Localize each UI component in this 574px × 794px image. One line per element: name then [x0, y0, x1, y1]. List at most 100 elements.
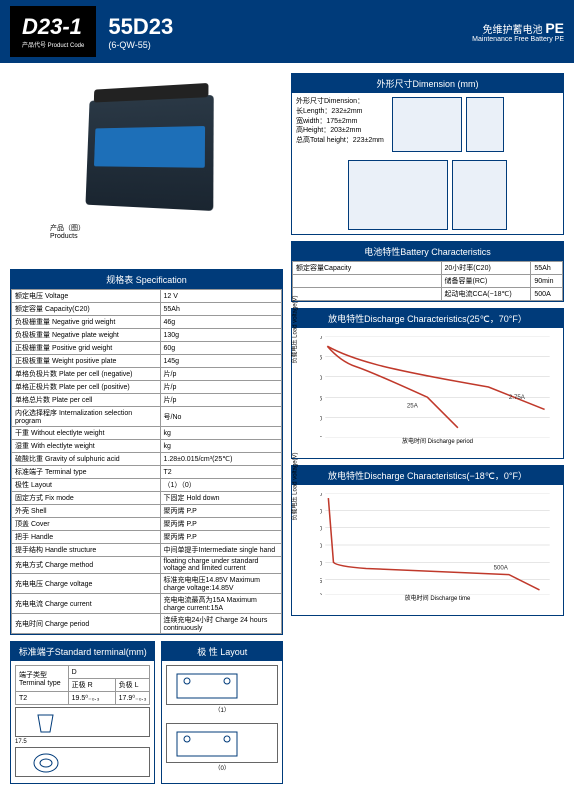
spec-cell: 充电电压 Charge voltage — [12, 574, 161, 594]
characteristics-panel: 电池特性Battery Characteristics 额定容量Capacity… — [291, 241, 564, 302]
spec-cell: 标准充电电压14.85V Maximum charge voltage:14.8… — [160, 574, 282, 594]
spec-cell: 单格正极片数 Plate per cell (positive) — [12, 381, 161, 394]
dimension-panel: 外形尺寸Dimension (mm) 外形尺寸Dimension：长Length… — [291, 73, 564, 235]
spec-cell: 把手 Handle — [12, 531, 161, 544]
spec-cell: 12 V — [160, 290, 282, 303]
spec-cell: 充电电流最高为15A Maximum charge current:15A — [160, 594, 282, 614]
dim-line: 高Height：203±2mm — [296, 126, 384, 136]
chart2-ylabel: 负载电压 Load voltage(V) — [290, 452, 299, 520]
terminal-sub1: 正极 R — [68, 679, 115, 692]
spec-cell: 硫酸比重 Gravity of sulphuric acid — [12, 453, 161, 466]
spec-cell: 充电电流 Charge current — [12, 594, 161, 614]
layout-label-2: （0） — [215, 763, 230, 772]
spec-cell: 片/p — [160, 394, 282, 407]
spec-cell: 正极栅重量 Positive grid weight — [12, 342, 161, 355]
spec-cell: 外壳 Shell — [12, 505, 161, 518]
chart1-anno2: 2.75A — [509, 394, 526, 401]
spec-cell: 单格负极片数 Plate per cell (negative) — [12, 368, 161, 381]
spec-cell: 片/p — [160, 381, 282, 394]
header-right: 免维护蓄电池 PE Maintenance Free Battery PE — [472, 20, 564, 43]
terminal-r1: T2 — [16, 692, 69, 705]
spec-cell: 片/p — [160, 368, 282, 381]
char-cell: 储备容量(RC) — [441, 275, 531, 288]
product-image-box: 产品（图） Products — [10, 73, 283, 263]
layout-label-1: （1） — [215, 705, 230, 714]
terminal-h2: D — [68, 666, 150, 679]
spec-cell: 60g — [160, 342, 282, 355]
product-label: 产品（图） Products — [50, 223, 85, 240]
char-cell: 20小时率(C20) — [441, 262, 531, 275]
spec-cell: 单格总片数 Plate per cell — [12, 394, 161, 407]
spec-cell: 46g — [160, 316, 282, 329]
dim-line: 总高Total height：223±2mm — [296, 136, 384, 146]
dim-line: 宽width：175±2mm — [296, 117, 384, 127]
terminal-diagram-2 — [15, 747, 150, 777]
terminal-title: 标准端子Standard terminal(mm) — [11, 642, 154, 661]
terminal-dim-label: 17.5 — [15, 739, 150, 745]
svg-text:13.0: 13.0 — [320, 336, 323, 341]
spec-cell: 下固定 Hold down — [160, 492, 282, 505]
spec-cell: 顶盖 Cover — [12, 518, 161, 531]
char-cell — [293, 275, 442, 288]
spec-cell: 标准端子 Terminal type — [12, 466, 161, 479]
svg-text:12.5: 12.5 — [320, 354, 323, 361]
spec-panel: 规格表 Specification 额定电压 Voltage12 V额定容量 C… — [10, 269, 283, 635]
layout-panel: 极 性 Layout （1） （0） — [161, 641, 283, 784]
dimension-text: 外形尺寸Dimension：长Length：232±2mm宽width：175±… — [292, 93, 388, 156]
terminal-sub2: 负极 L — [115, 679, 150, 692]
model: 55D23 — [108, 14, 472, 40]
chart1-title: 放电特性Discharge Characteristics(25℃，70°F） — [292, 309, 563, 328]
spec-cell: 提手结构 Handle structure — [12, 544, 161, 557]
header-en: Maintenance Free Battery PE — [472, 36, 564, 43]
terminal-r2: 19.5⁰₋₀.₃ — [68, 692, 115, 705]
spec-cell: 干重 Without electlyte weight — [12, 427, 161, 440]
chart1-anno1: 25A — [407, 402, 419, 409]
characteristics-table: 额定容量Capacity20小时率(C20)55Ah储备容量(RC)90min起… — [292, 261, 563, 301]
char-cell: 500A — [531, 288, 563, 301]
chart2-anno1: 500A — [494, 565, 509, 572]
terminal-diagram-1 — [15, 707, 150, 737]
terminal-panel: 标准端子Standard terminal(mm) 端子类型 Terminal … — [10, 641, 155, 784]
terminal-table: 端子类型 Terminal typeD 正极 R负极 L T219.5⁰₋₀.₃… — [15, 665, 150, 705]
spec-cell: 额定电压 Voltage — [12, 290, 161, 303]
chart2-title: 放电特性Discharge Characteristics(−18℃，0°F） — [292, 466, 563, 485]
spec-cell: 号/No — [160, 407, 282, 427]
dim-line: 长Length：232±2mm — [296, 107, 384, 117]
spec-cell: 额定容量 Capacity(C20) — [12, 303, 161, 316]
terminal-h1: 端子类型 Terminal type — [16, 666, 69, 692]
spec-cell: floating charge under standard voltage a… — [160, 557, 282, 574]
model-sub: (6-QW-55) — [108, 40, 472, 50]
pe-badge: PE — [545, 20, 564, 36]
svg-text:12.0: 12.0 — [320, 375, 323, 382]
dimension-title: 外形尺寸Dimension (mm) — [292, 74, 563, 93]
dimension-diagram-2 — [292, 156, 563, 234]
spec-cell: 正极板重量 Weight positive plate — [12, 355, 161, 368]
svg-text:8.5: 8.5 — [320, 578, 323, 585]
spec-cell: 固定方式 Fix mode — [12, 492, 161, 505]
spec-cell: 充电时间 Charge period — [12, 614, 161, 634]
spec-cell: 聚丙烯 P.P — [160, 531, 282, 544]
spec-cell: 1.28±0.015/cm³(25℃) — [160, 453, 282, 466]
layout-box-2: （0） — [166, 723, 278, 763]
spec-cell: kg — [160, 440, 282, 453]
spec-cell: 负极板重量 Negative plate weight — [12, 329, 161, 342]
char-cell: 55Ah — [531, 262, 563, 275]
spec-cell: 负极栅重量 Negative grid weight — [12, 316, 161, 329]
layout-box-1: （1） — [166, 665, 278, 705]
spec-cell: 极性 Layout — [12, 479, 161, 492]
chart2-panel: 放电特性Discharge Characteristics(−18℃，0°F） … — [291, 465, 564, 616]
svg-text:12.0: 12.0 — [320, 508, 323, 515]
header: D23-1 产品代号 Product Code 55D23 (6-QW-55) … — [0, 0, 574, 63]
terminal-r3: 17.9⁰₋₀.₃ — [115, 692, 150, 705]
spec-cell: 聚丙烯 P.P — [160, 518, 282, 531]
spec-cell: 145g — [160, 355, 282, 368]
chart1-panel: 放电特性Discharge Characteristics(25℃，70°F） … — [291, 308, 564, 459]
svg-text:9.0: 9.0 — [320, 560, 323, 567]
svg-text:11.5: 11.5 — [320, 395, 323, 402]
dimension-diagram — [388, 93, 508, 156]
svg-text:8.0: 8.0 — [320, 593, 323, 595]
product-code: D23-1 — [22, 14, 84, 40]
spec-table: 额定电压 Voltage12 V额定容量 Capacity(C20)55Ah负极… — [11, 289, 282, 634]
product-code-label: 产品代号 Product Code — [22, 40, 84, 49]
svg-text:13.0: 13.0 — [320, 493, 323, 498]
